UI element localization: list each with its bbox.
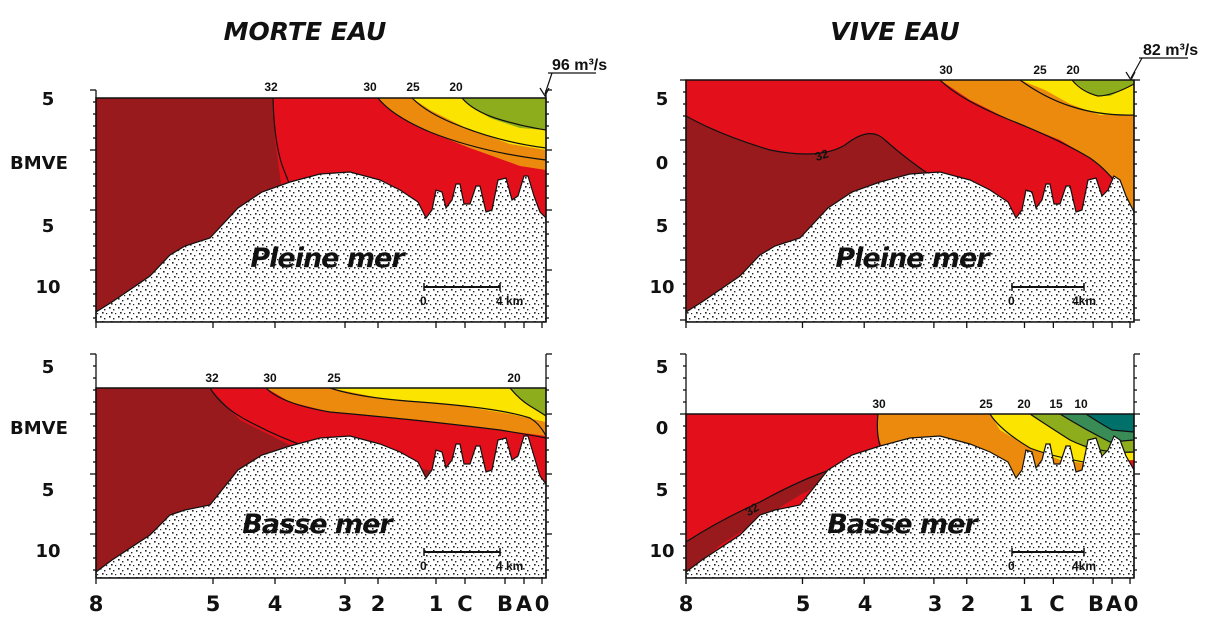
y-tick: 5 bbox=[42, 89, 55, 110]
y-tick: 10 bbox=[35, 277, 60, 298]
scale-start: 0 bbox=[420, 559, 427, 573]
tide-label-basse-mer: Basse mer bbox=[242, 509, 394, 540]
row-label-top: BMVE bbox=[10, 153, 68, 174]
scale-end: 4 km bbox=[496, 559, 523, 573]
x-tick-label: 3 bbox=[928, 592, 943, 616]
y-tick: 0 bbox=[656, 153, 669, 174]
scale-start: 0 bbox=[1008, 294, 1015, 308]
isohaline-label: 25 bbox=[327, 371, 341, 385]
scale-end: 4 km bbox=[496, 294, 523, 308]
y-tick: 5 bbox=[656, 216, 669, 237]
x-tick-label: 4 bbox=[858, 592, 873, 616]
x-tick-label: 3 bbox=[338, 592, 353, 616]
y-tick: 0 bbox=[656, 418, 669, 439]
scale-end: 4km bbox=[1072, 559, 1096, 573]
x-tick-label: 1 bbox=[1019, 592, 1034, 616]
zone-s-lt-10 bbox=[1086, 414, 1134, 432]
isohaline-label: 20 bbox=[1017, 397, 1031, 411]
panel-top-right: 32 Pleine mer 0 4km 5 0 5 10 30 25 20 bbox=[649, 63, 1135, 323]
x-tick-label: 0 bbox=[535, 592, 550, 616]
x-tick-label: A bbox=[1106, 592, 1123, 616]
x-tick-label: 8 bbox=[679, 592, 694, 616]
discharge-left-label: 96 m³/s bbox=[552, 57, 607, 74]
isohaline-label: 10 bbox=[1074, 397, 1088, 411]
zone-s-25-30 bbox=[940, 80, 1134, 222]
x-tick-label: 5 bbox=[206, 592, 221, 616]
isohaline-inner-label: 32 bbox=[813, 146, 830, 164]
discharge-right: 82 m³/s bbox=[1125, 42, 1198, 82]
seabed-sediment bbox=[686, 171, 1134, 322]
isohaline-label: 32 bbox=[264, 80, 278, 94]
x-tick-label: B bbox=[1088, 592, 1104, 616]
scale-end: 4km bbox=[1072, 294, 1096, 308]
y-tick: 5 bbox=[656, 480, 669, 501]
x-tick-label: 2 bbox=[961, 592, 976, 616]
title-morte-eau: MORTE EAU bbox=[224, 17, 387, 46]
y-tick: 10 bbox=[649, 541, 674, 562]
zone-s-15-20 bbox=[1072, 80, 1134, 96]
isohaline-label: 30 bbox=[939, 63, 953, 77]
x-tick-label: 2 bbox=[371, 592, 386, 616]
seabed-sediment bbox=[686, 435, 1134, 578]
panel-top-left: Pleine mer 0 4 km 5 5 10 32 30 25 20 bbox=[35, 80, 547, 323]
x-tick-label: C bbox=[1049, 592, 1064, 616]
seabed-sediment bbox=[96, 435, 546, 578]
scale-start: 0 bbox=[1008, 559, 1015, 573]
y-tick: 5 bbox=[42, 216, 55, 237]
y-tick: 5 bbox=[656, 357, 669, 378]
isohaline-label: 30 bbox=[363, 80, 377, 94]
title-vive-eau: VIVE EAU bbox=[830, 17, 959, 46]
isohaline-label: 25 bbox=[1033, 63, 1047, 77]
axis-ticks bbox=[90, 79, 1140, 584]
x-axis-right: 8 5 4 3 2 1 C B A 0 bbox=[679, 592, 1139, 616]
zone-s-15-20 bbox=[462, 98, 546, 130]
y-tick: 5 bbox=[42, 357, 55, 378]
isohaline-label: 30 bbox=[872, 397, 886, 411]
y-tick: 5 bbox=[42, 480, 55, 501]
y-tick: 5 bbox=[656, 89, 669, 110]
x-tick-label: C bbox=[457, 592, 472, 616]
tide-label-basse-mer: Basse mer bbox=[827, 509, 979, 540]
x-tick-label: 1 bbox=[429, 592, 444, 616]
row-label-bottom: BMVE bbox=[10, 418, 68, 439]
x-tick-label: 5 bbox=[796, 592, 811, 616]
y-tick: 10 bbox=[35, 541, 60, 562]
x-axis-left: 8 5 4 3 2 1 C B A 0 bbox=[89, 592, 550, 616]
isohaline-label: 20 bbox=[1066, 63, 1080, 77]
tide-label-pleine-mer: Pleine mer bbox=[835, 243, 991, 274]
discharge-left: 96 m³/s bbox=[539, 57, 607, 98]
x-tick-label: B bbox=[497, 592, 513, 616]
panel-bottom-right: 32 Basse mer 0 4km 5 0 5 10 30 25 20 15 … bbox=[649, 357, 1135, 579]
isohaline-label: 25 bbox=[406, 80, 420, 94]
isohaline-label: 20 bbox=[449, 80, 463, 94]
zone-s-15-20 bbox=[510, 388, 546, 416]
isohaline-label: 32 bbox=[205, 371, 219, 385]
y-tick: 10 bbox=[649, 277, 674, 298]
panel-bottom-left: Basse mer 0 4 km 5 5 10 32 30 25 20 bbox=[35, 357, 547, 579]
isohaline-inner-label: 32 bbox=[743, 500, 762, 519]
isohaline-label: 15 bbox=[1049, 397, 1063, 411]
x-tick-label: A bbox=[516, 592, 533, 616]
zone-s-20-25 bbox=[330, 388, 546, 422]
seabed-sediment bbox=[96, 171, 546, 322]
scale-start: 0 bbox=[420, 294, 427, 308]
tide-label-pleine-mer: Pleine mer bbox=[250, 243, 406, 274]
x-tick-label: 8 bbox=[89, 592, 104, 616]
isohaline-label: 30 bbox=[263, 371, 277, 385]
x-tick-label: 0 bbox=[1124, 592, 1139, 616]
isohaline-label: 25 bbox=[979, 397, 993, 411]
x-tick-label: 4 bbox=[268, 592, 283, 616]
isohaline-label: 20 bbox=[507, 371, 521, 385]
discharge-right-label: 82 m³/s bbox=[1143, 42, 1198, 59]
